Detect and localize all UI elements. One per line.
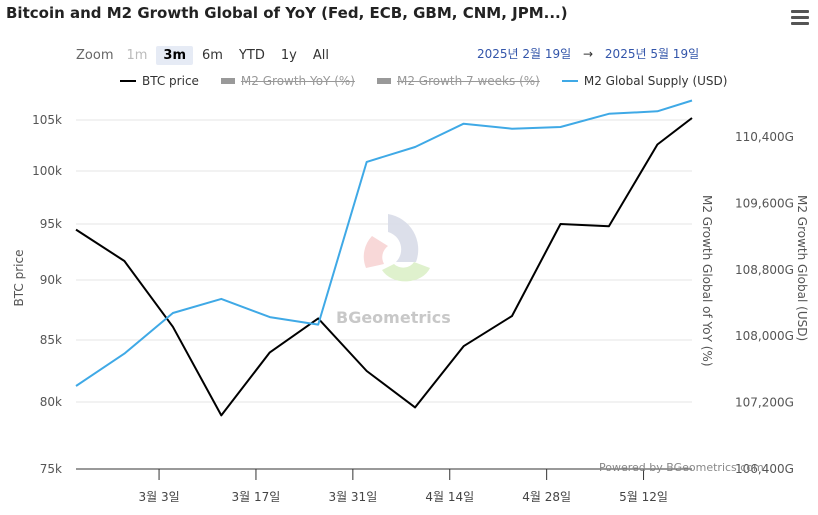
y-right-tick-label: 109,600G — [735, 196, 794, 210]
x-tick-label: 5월 12일 — [619, 490, 668, 504]
zoom-button-ytd[interactable]: YTD — [238, 47, 265, 63]
legend: BTC price M2 Growth YoY (%) M2 Growth 7 … — [120, 74, 749, 88]
y-axis-left-label: BTC price — [12, 249, 26, 307]
y-left-tick-label: 100k — [32, 164, 62, 178]
y-left-tick-label: 90k — [40, 273, 62, 287]
credit-link[interactable]: Powered by BGeometrics.com — [599, 461, 764, 474]
watermark-logo: BGeometrics — [336, 308, 451, 327]
legend-label: M2 Growth YoY (%) — [240, 74, 355, 88]
range-arrow-icon: → — [583, 47, 594, 61]
legend-swatch — [561, 80, 578, 82]
legend-swatch — [120, 80, 136, 82]
watermark-shape — [388, 214, 419, 262]
zoom-button-1y[interactable]: 1y — [280, 47, 297, 63]
y-axis-right-label: M2 Growth Global (USD) — [795, 195, 809, 342]
zoom-button-6m[interactable]: 6m — [202, 47, 223, 63]
y-right-tick-label: 107,200G — [735, 396, 794, 410]
series-line-m2-global-supply — [75, 99, 693, 387]
range-from-input[interactable]: 2025년 2월 19일 — [477, 47, 572, 61]
y-left-tick-label: 75k — [40, 462, 62, 476]
zoom-button-3m[interactable]: 3m — [156, 45, 194, 65]
y-left-tick-label: 80k — [40, 395, 62, 409]
y-left-tick-label: 105k — [32, 113, 62, 127]
x-tick-label: 4월 28일 — [522, 490, 571, 504]
legend-swatch — [220, 78, 235, 84]
x-tick-label: 3월 31일 — [328, 490, 377, 504]
y-left-tick-label: 85k — [40, 333, 62, 347]
chart-title: Bitcoin and M2 Growth Global of YoY (Fed… — [6, 4, 568, 22]
legend-label: M2 Global Supply (USD) — [583, 74, 728, 88]
y-right-tick-label: 108,800G — [735, 263, 794, 277]
x-tick-label: 3월 3일 — [138, 490, 179, 504]
legend-item-m2-global-supply[interactable]: M2 Global Supply (USD) — [561, 74, 728, 88]
y-right-tick-label: 106,400G — [735, 462, 794, 476]
zoom-label: Zoom — [76, 47, 114, 63]
zoom-button-all[interactable]: All — [312, 47, 329, 63]
legend-label: BTC price — [142, 74, 199, 88]
y-left-tick-label: 95k — [40, 217, 62, 231]
y-axis-mid-label: M2 Growth Global of YoY (%) — [700, 195, 714, 367]
watermark-shape — [363, 236, 388, 268]
zoom-button-1m[interactable]: 1m — [126, 47, 148, 63]
date-range: 2025년 2월 19일 → 2025년 5월 19일 — [477, 45, 699, 62]
series-line-btc-price — [75, 117, 693, 417]
legend-item-m2-growth-7-weeks[interactable]: M2 Growth 7 weeks (%) — [376, 74, 540, 88]
y-right-tick-label: 108,000G — [735, 329, 794, 343]
legend-label: M2 Growth 7 weeks (%) — [396, 74, 540, 88]
menu-icon[interactable] — [791, 10, 809, 28]
x-tick-label: 4월 14일 — [425, 490, 474, 504]
legend-swatch — [376, 78, 391, 84]
y-right-tick-label: 110,400G — [735, 130, 794, 144]
legend-item-m2-growth-yoy[interactable]: M2 Growth YoY (%) — [220, 74, 355, 88]
zoom-selector: Zoom 1m 3m 6m YTD 1y All — [76, 44, 338, 66]
x-tick-label: 3월 17일 — [232, 490, 281, 504]
legend-item-btc-price[interactable]: BTC price — [120, 74, 199, 88]
range-to-input[interactable]: 2025년 5월 19일 — [604, 47, 700, 61]
watermark-shape — [382, 262, 430, 282]
